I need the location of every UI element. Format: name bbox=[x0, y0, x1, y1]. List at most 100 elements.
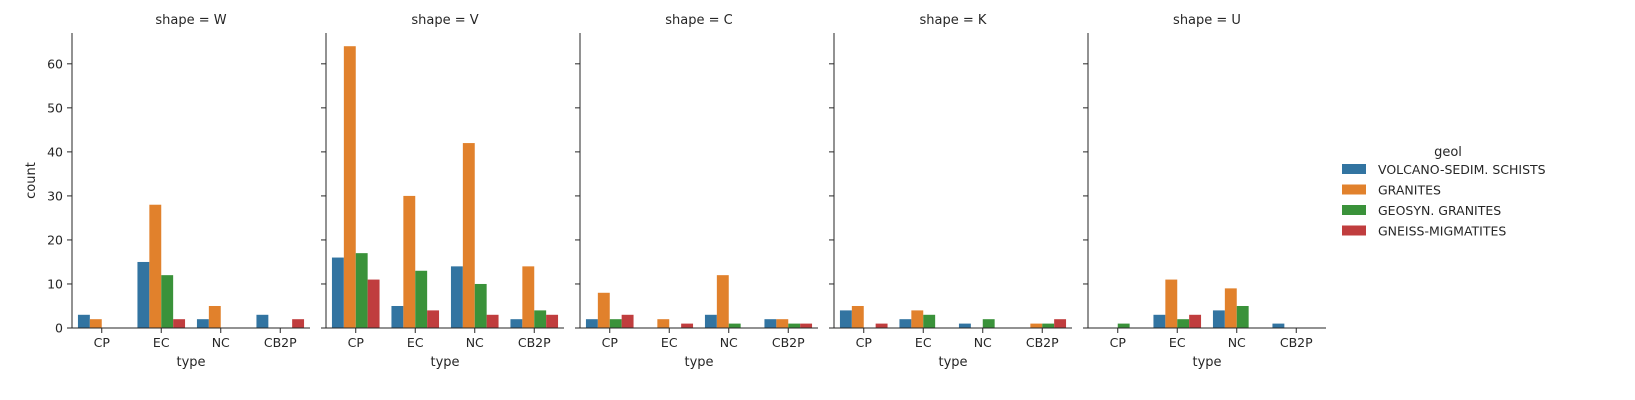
bar-gneiss-migmatites-cb2p bbox=[1054, 319, 1067, 328]
bar-volcano-sedim-schists-cp bbox=[585, 319, 598, 328]
bar-granites-nc bbox=[462, 143, 475, 328]
x-tick-label: EC bbox=[407, 335, 424, 350]
x-tick-label: CB2P bbox=[1280, 335, 1313, 350]
x-tick-label: CB2P bbox=[264, 335, 297, 350]
bar-granites-ec bbox=[657, 319, 670, 328]
facet-title: shape = C bbox=[665, 13, 732, 28]
legend-swatch bbox=[1342, 205, 1366, 215]
bar-granites-nc bbox=[208, 305, 221, 328]
bar-geosyn-granites-cp bbox=[355, 253, 368, 328]
x-tick-label: NC bbox=[466, 335, 484, 350]
bar-granites-cp bbox=[89, 319, 102, 328]
bar-volcano-sedim-schists-cb2p bbox=[764, 319, 777, 328]
bar-volcano-sedim-schists-cb2p bbox=[256, 314, 269, 328]
bar-geosyn-granites-ec bbox=[415, 270, 428, 328]
x-tick-label: NC bbox=[1228, 335, 1246, 350]
y-tick-label: 0 bbox=[55, 321, 63, 336]
x-tick-label: EC bbox=[1169, 335, 1186, 350]
x-axis-label: type bbox=[684, 355, 713, 370]
legend-swatch bbox=[1342, 164, 1366, 174]
bar-volcano-sedim-schists-cb2p bbox=[1272, 323, 1285, 328]
legend-label: GEOSYN. GRANITES bbox=[1378, 203, 1501, 218]
y-tick-label: 40 bbox=[47, 144, 63, 159]
x-axis-label: type bbox=[1192, 355, 1221, 370]
bar-granites-cb2p bbox=[522, 266, 535, 328]
x-tick-label: NC bbox=[974, 335, 992, 350]
x-axis-label: type bbox=[938, 355, 967, 370]
bar-geosyn-granites-nc bbox=[982, 319, 995, 328]
bar-gneiss-migmatites-ec bbox=[681, 323, 694, 328]
bar-granites-ec bbox=[403, 195, 416, 328]
x-tick-label: CP bbox=[348, 335, 365, 350]
bar-volcano-sedim-schists-nc bbox=[450, 266, 463, 328]
bar-granites-ec bbox=[911, 310, 924, 328]
bar-volcano-sedim-schists-ec bbox=[1153, 314, 1166, 328]
bar-geosyn-granites-ec bbox=[1177, 319, 1190, 328]
bar-gneiss-migmatites-nc bbox=[486, 314, 499, 328]
bar-granites-ec bbox=[149, 204, 162, 328]
bar-volcano-sedim-schists-cb2p bbox=[510, 319, 523, 328]
facet-panel-4: shape = K CP EC NC CB2P type bbox=[829, 13, 1072, 370]
facet-panel-2: shape = V CP EC NC CB2P type bbox=[321, 13, 564, 370]
bar-geosyn-granites-cp bbox=[609, 319, 622, 328]
legend-label: GNEISS-MIGMATITES bbox=[1378, 224, 1506, 239]
x-axis-label: type bbox=[430, 355, 459, 370]
bar-granites-cp bbox=[597, 292, 610, 328]
x-tick-label: CP bbox=[602, 335, 619, 350]
bar-granites-cb2p bbox=[1030, 323, 1043, 328]
bar-gneiss-migmatites-cp bbox=[621, 314, 634, 328]
y-tick-label: 60 bbox=[47, 56, 63, 71]
bar-volcano-sedim-schists-nc bbox=[1212, 310, 1225, 328]
legend-label: GRANITES bbox=[1378, 183, 1441, 198]
x-tick-label: EC bbox=[153, 335, 170, 350]
bar-geosyn-granites-ec bbox=[923, 314, 936, 328]
bar-volcano-sedim-schists-cp bbox=[839, 310, 852, 328]
bar-geosyn-granites-nc bbox=[474, 283, 487, 328]
bar-geosyn-granites-cb2p bbox=[1042, 323, 1055, 328]
y-axis-label: count bbox=[24, 162, 39, 199]
legend-item: GRANITES bbox=[1342, 183, 1441, 198]
facet-panel-1: shape = W 0 10 20 30 40 50 60 CP EC NC CB2P type bbox=[47, 13, 310, 370]
bar-volcano-sedim-schists-nc bbox=[958, 323, 971, 328]
x-tick-label: CB2P bbox=[1026, 335, 1059, 350]
x-tick-label: CB2P bbox=[518, 335, 551, 350]
bar-volcano-sedim-schists-cp bbox=[77, 314, 90, 328]
bar-geosyn-granites-cb2p bbox=[788, 323, 801, 328]
bar-volcano-sedim-schists-ec bbox=[137, 261, 150, 328]
x-tick-label: CP bbox=[856, 335, 873, 350]
legend-label: VOLCANO-SEDIM. SCHISTS bbox=[1378, 162, 1546, 177]
bar-granites-nc bbox=[1224, 288, 1237, 328]
x-tick-label: CP bbox=[94, 335, 111, 350]
legend-item: GEOSYN. GRANITES bbox=[1342, 203, 1501, 218]
bar-gneiss-migmatites-cb2p bbox=[292, 319, 305, 328]
bar-volcano-sedim-schists-ec bbox=[391, 305, 404, 328]
bar-granites-nc bbox=[716, 275, 729, 328]
x-tick-label: EC bbox=[915, 335, 932, 350]
bar-gneiss-migmatites-cb2p bbox=[546, 314, 559, 328]
bar-geosyn-granites-cp bbox=[1117, 323, 1130, 328]
y-tick-label: 50 bbox=[47, 100, 63, 115]
legend-item: GNEISS-MIGMATITES bbox=[1342, 224, 1506, 239]
bar-gneiss-migmatites-ec bbox=[427, 310, 440, 328]
legend-title: geol bbox=[1434, 145, 1462, 160]
bar-volcano-sedim-schists-cp bbox=[331, 257, 344, 328]
facet-title: shape = K bbox=[920, 13, 987, 28]
bar-volcano-sedim-schists-nc bbox=[704, 314, 717, 328]
bar-volcano-sedim-schists-nc bbox=[196, 319, 209, 328]
facet-title: shape = U bbox=[1173, 13, 1241, 28]
bar-volcano-sedim-schists-ec bbox=[899, 319, 912, 328]
x-tick-label: CP bbox=[1110, 335, 1127, 350]
bar-granites-cp bbox=[343, 46, 356, 329]
bar-gneiss-migmatites-ec bbox=[173, 319, 186, 328]
facet-title: shape = V bbox=[411, 13, 478, 28]
bar-granites-cp bbox=[851, 305, 864, 328]
bar-geosyn-granites-ec bbox=[161, 275, 174, 328]
x-tick-label: CB2P bbox=[772, 335, 805, 350]
facet-panel-3: shape = C CP EC NC CB2P type bbox=[575, 13, 818, 370]
facet-title: shape = W bbox=[155, 13, 226, 28]
bar-granites-ec bbox=[1165, 279, 1178, 328]
x-tick-label: NC bbox=[720, 335, 738, 350]
legend-item: VOLCANO-SEDIM. SCHISTS bbox=[1342, 162, 1546, 177]
